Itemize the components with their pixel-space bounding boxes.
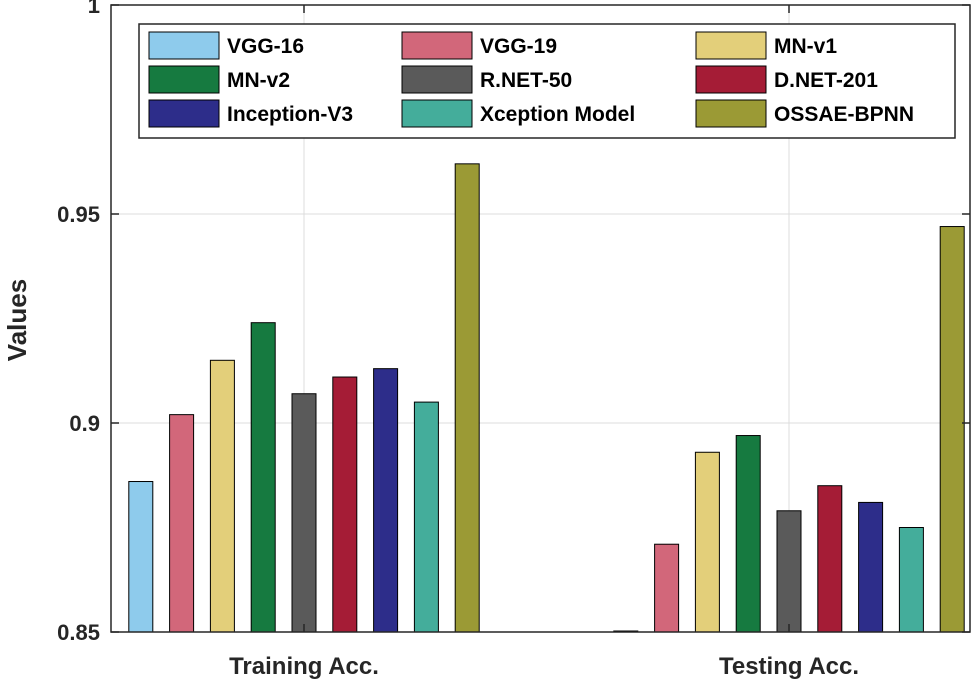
- legend-swatch: [695, 65, 767, 94]
- y-tick-label: 0.9: [69, 411, 100, 436]
- bar-mn-v1-testing: [694, 451, 720, 633]
- y-axis-label: Values: [2, 279, 32, 361]
- legend-label: VGG-19: [480, 35, 557, 58]
- legend-swatch: [695, 31, 767, 60]
- legend-label: OSSAE-BPNN: [774, 103, 914, 126]
- legend-label: MN-v1: [774, 35, 837, 58]
- bar-inception-v3-testing: [858, 501, 884, 633]
- legend: VGG-16 VGG-19 MN-v1 MN-v2 R.NET-50 D.NET-201 I…: [138, 23, 956, 139]
- bar-mn-v2-training: [250, 322, 276, 633]
- bar-d-net-201-testing: [817, 485, 843, 633]
- bar-vgg-16-training: [128, 481, 154, 633]
- y-tick-label: 0.85: [57, 620, 100, 645]
- bar-vgg-19-training: [169, 414, 195, 633]
- legend-swatch: [148, 99, 220, 128]
- bar-ossae-bpnn-training: [454, 163, 480, 633]
- bar-r-net-50-testing: [776, 510, 802, 633]
- legend-swatch: [148, 65, 220, 94]
- legend-label: Xception Model: [480, 103, 635, 126]
- legend-box: [138, 23, 956, 139]
- legend-label: R.NET-50: [480, 69, 572, 92]
- legend-label: MN-v2: [227, 69, 290, 92]
- bar-ossae-bpnn-testing: [939, 226, 965, 633]
- bar-xception-model-testing: [898, 527, 924, 633]
- bar-vgg-19-testing: [654, 543, 680, 633]
- legend-label: VGG-16: [227, 35, 304, 58]
- x-category-label: Testing Acc.: [719, 653, 859, 680]
- bar-inception-v3-training: [373, 368, 399, 633]
- legend-label: D.NET-201: [774, 69, 878, 92]
- bar-mn-v2-testing: [735, 435, 761, 633]
- legend-label: Inception-V3: [227, 103, 353, 126]
- bar-d-net-201-training: [332, 376, 358, 633]
- bar-mn-v1-training: [209, 359, 235, 633]
- legend-swatch: [148, 31, 220, 60]
- legend-swatch: [401, 31, 473, 60]
- bar-r-net-50-training: [291, 393, 317, 633]
- y-axis-ticks: 0.85 0.9 0.95 1: [57, 0, 970, 645]
- legend-swatch: [401, 99, 473, 128]
- x-category-label: Training Acc.: [229, 653, 379, 680]
- x-axis-labels: Training Acc. Testing Acc.: [229, 653, 859, 680]
- y-tick-label: 1: [88, 0, 100, 18]
- bar-xception-model-training: [413, 401, 439, 633]
- legend-swatch: [695, 99, 767, 128]
- bars-group: [128, 163, 965, 633]
- plot-border: [110, 4, 971, 633]
- legend-swatch: [401, 65, 473, 94]
- y-tick-label: 0.95: [57, 202, 100, 227]
